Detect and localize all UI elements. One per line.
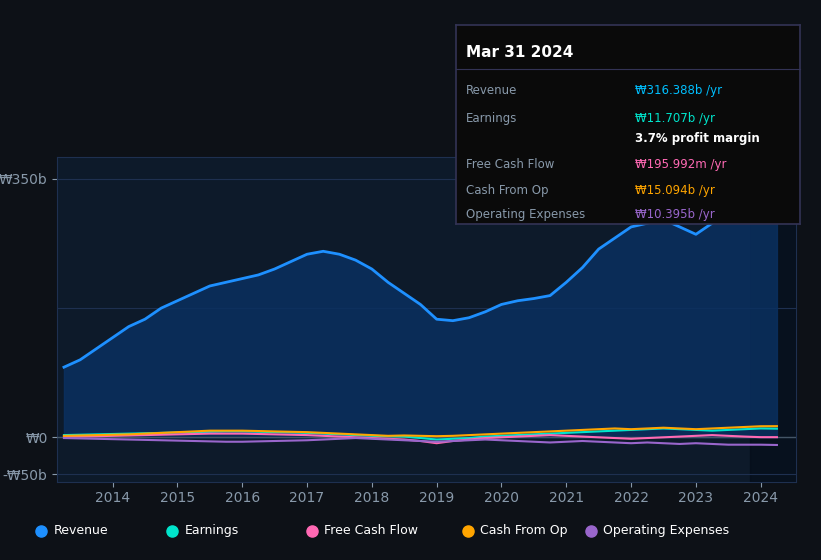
Text: Revenue: Revenue: [466, 85, 517, 97]
Text: ₩316.388b /yr: ₩316.388b /yr: [635, 85, 722, 97]
Text: Operating Expenses: Operating Expenses: [466, 208, 585, 221]
Text: 3.7% profit margin: 3.7% profit margin: [635, 132, 759, 145]
Text: Operating Expenses: Operating Expenses: [603, 524, 730, 538]
Bar: [750, 157, 796, 482]
Text: ₩15.094b /yr: ₩15.094b /yr: [635, 184, 715, 197]
Text: Cash From Op: Cash From Op: [480, 524, 568, 538]
Text: Revenue: Revenue: [53, 524, 108, 538]
Text: ₩11.707b /yr: ₩11.707b /yr: [635, 112, 715, 125]
Text: Earnings: Earnings: [466, 112, 517, 125]
Text: Free Cash Flow: Free Cash Flow: [466, 158, 554, 171]
Text: ₩10.395b /yr: ₩10.395b /yr: [635, 208, 715, 221]
Text: Mar 31 2024: Mar 31 2024: [466, 45, 573, 60]
Text: Free Cash Flow: Free Cash Flow: [324, 524, 418, 538]
Text: Earnings: Earnings: [185, 524, 239, 538]
Text: Cash From Op: Cash From Op: [466, 184, 548, 197]
Text: ₩195.992m /yr: ₩195.992m /yr: [635, 158, 727, 171]
